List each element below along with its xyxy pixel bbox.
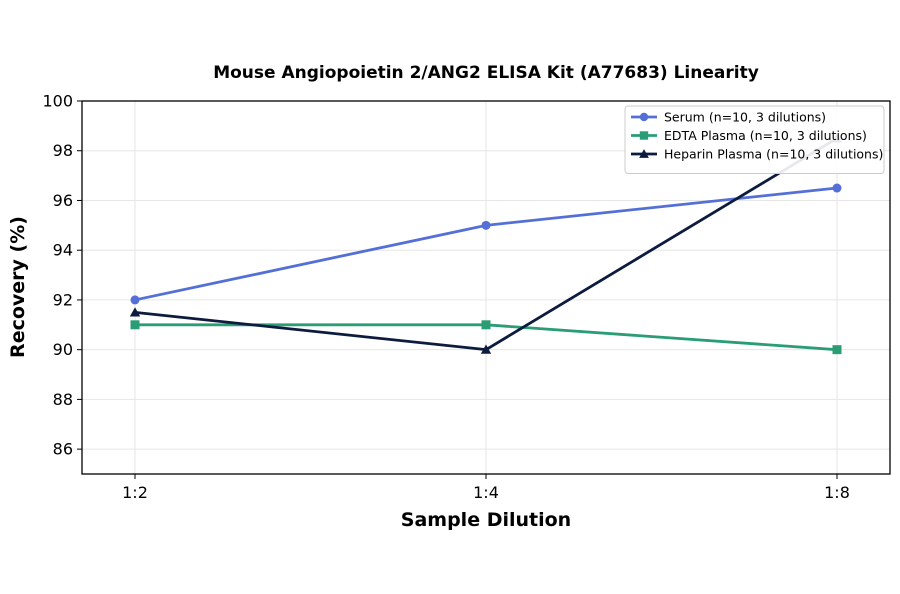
ticks: 86 88 90 92 94 96 98 100 1:2 1:4 1:8 xyxy=(42,92,849,503)
series-1 xyxy=(130,183,842,305)
y-tick-label: 98 xyxy=(53,141,73,160)
legend-label: Heparin Plasma (n=10, 3 dilutions) xyxy=(664,147,883,162)
legend-marker xyxy=(639,149,649,158)
legend-item: Serum (n=10, 3 dilutions) xyxy=(631,110,826,125)
data-point xyxy=(481,320,491,330)
y-axis-label: Recovery (%) xyxy=(7,216,29,358)
y-tick-label: 94 xyxy=(53,241,73,260)
legend-item: EDTA Plasma (n=10, 3 dilutions) xyxy=(631,128,867,143)
legend-marker xyxy=(639,112,649,122)
y-tick-label: 96 xyxy=(53,191,73,210)
legend-label: EDTA Plasma (n=10, 3 dilutions) xyxy=(664,128,867,143)
data-point xyxy=(130,320,140,330)
y-tick-label: 92 xyxy=(53,290,73,309)
legend-item: Heparin Plasma (n=10, 3 dilutions) xyxy=(631,147,883,162)
data-point xyxy=(832,183,842,193)
legend-marker xyxy=(639,131,649,140)
x-tick-label: 1:8 xyxy=(824,483,850,502)
y-tick-label: 100 xyxy=(42,92,73,111)
y-tick-label: 90 xyxy=(53,340,73,359)
x-tick-label: 1:4 xyxy=(473,483,499,502)
x-axis-label: Sample Dilution xyxy=(401,509,571,531)
data-point xyxy=(480,344,492,354)
legend-box xyxy=(624,105,885,174)
data-point xyxy=(129,307,141,317)
legend-label: Serum (n=10, 3 dilutions) xyxy=(664,110,826,125)
data-point xyxy=(481,220,491,230)
legend: Serum (n=10, 3 dilutions) EDTA Plasma (n=… xyxy=(624,105,885,174)
y-tick-label: 88 xyxy=(53,390,73,409)
y-tick-label: 86 xyxy=(53,440,73,459)
x-tick-label: 1:2 xyxy=(122,483,148,502)
data-point xyxy=(832,345,842,355)
chart-title: Mouse Angiopoietin 2/ANG2 ELISA Kit (A77… xyxy=(213,63,759,83)
data-point xyxy=(130,295,140,305)
